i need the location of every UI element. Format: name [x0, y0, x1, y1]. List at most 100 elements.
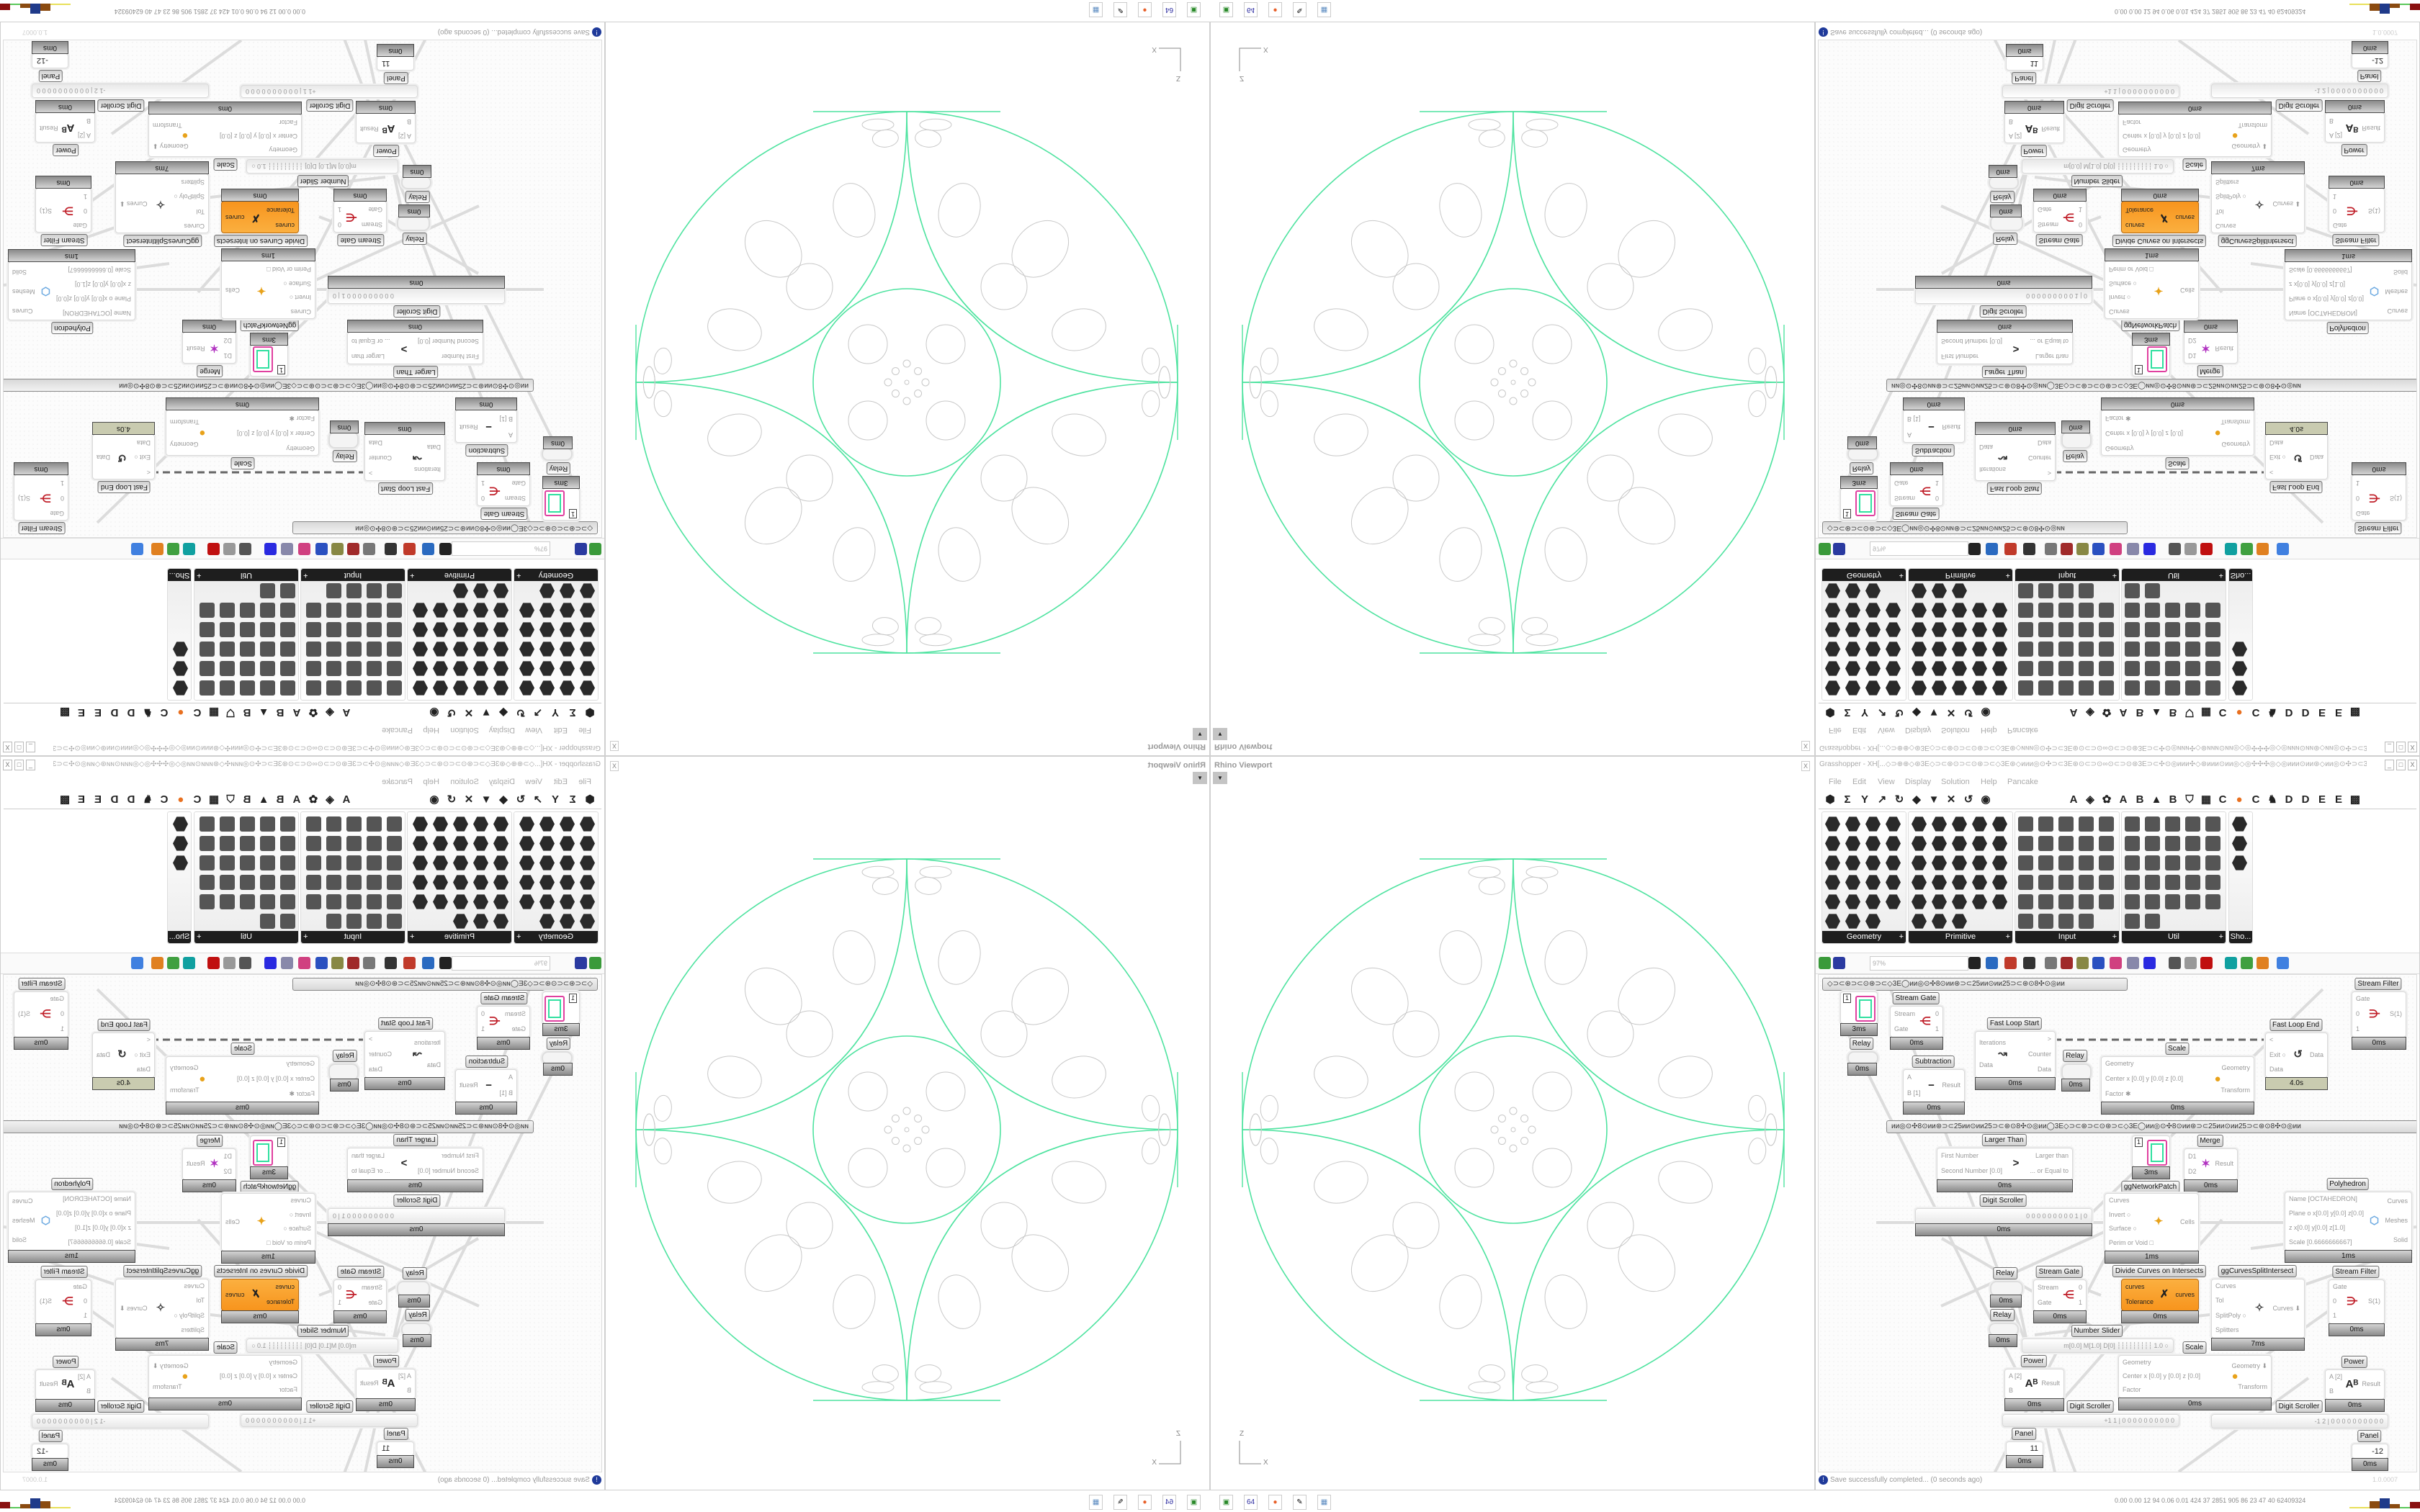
grasshopper-canvas[interactable]: ◇⊃⊂⊛⊃⊂⊙⊛⊃⊂◇3E◯ᴎᴎ◎⊙✣8⊙ᴎᴎ⊛⊃⊂25ᴎᴎ⊙ᴎᴎ25⊃⊂⊛⊙8… — [1818, 974, 2417, 1472]
component-icon[interactable] — [473, 836, 488, 851]
input-param[interactable]: Geometry — [269, 1358, 297, 1366]
component-icon[interactable] — [1912, 661, 1927, 676]
preview-eye-icon[interactable] — [1986, 957, 1998, 969]
component-icon[interactable] — [326, 875, 341, 890]
scale-label[interactable]: Scale — [213, 1341, 238, 1354]
component-icon[interactable] — [2125, 875, 2140, 890]
input-param[interactable]: A — [508, 1074, 513, 1081]
input-param[interactable]: Gate — [511, 480, 526, 487]
output-param[interactable]: Result — [187, 345, 205, 352]
digit-scroller-label[interactable]: Digit Scroller — [393, 305, 441, 318]
output-param[interactable]: Result — [2362, 1380, 2380, 1387]
component-icon[interactable] — [220, 816, 235, 832]
menu-help[interactable]: Help — [1981, 778, 1997, 786]
tab-a2[interactable]: A — [292, 793, 301, 806]
component-icon[interactable] — [260, 855, 275, 870]
component-icon[interactable] — [326, 661, 341, 676]
relay-label[interactable]: Relay — [1849, 1038, 1874, 1050]
component-icon[interactable] — [1825, 603, 1840, 618]
component-icon[interactable] — [260, 642, 275, 657]
component-icon[interactable] — [2018, 583, 2033, 598]
calculator-icon[interactable]: ▦ — [1317, 2, 1331, 17]
input-param[interactable]: Center x [0.0] y [0.0] z [0.0] — [2105, 430, 2184, 437]
output-param[interactable]: Larger than — [351, 353, 385, 361]
input-param[interactable]: Factor — [2123, 1386, 2141, 1394]
close-button[interactable]: X — [3, 760, 12, 770]
component-icon[interactable] — [473, 855, 488, 870]
component-icon[interactable] — [220, 855, 235, 870]
cells-component[interactable]: 1 — [542, 991, 580, 1024]
component-icon[interactable] — [2232, 642, 2247, 657]
component-icon[interactable] — [1825, 622, 1840, 637]
panel-label[interactable]: Sho... — [168, 569, 191, 581]
component-icon[interactable] — [1972, 855, 1987, 870]
component-icon[interactable] — [1865, 836, 1881, 851]
panel-value[interactable]: -12 — [37, 56, 48, 66]
power-component[interactable]: A [2] B Result Aᴮ — [356, 113, 416, 143]
component-icon[interactable] — [200, 642, 215, 657]
component-icon[interactable] — [580, 894, 595, 909]
floppy-64-icon[interactable]: 64 — [1162, 2, 1176, 17]
input-param[interactable]: B — [2329, 117, 2334, 125]
component-icon[interactable] — [433, 816, 448, 832]
digit-scroller-label[interactable]: Digit Scroller — [2066, 99, 2114, 112]
output-param[interactable]: 0 — [1935, 1009, 1939, 1017]
component-icon[interactable] — [1845, 836, 1860, 851]
output-param[interactable]: 0 — [1935, 495, 1939, 503]
close-button[interactable]: X — [2408, 760, 2417, 770]
new-file-icon[interactable] — [1819, 957, 1831, 969]
component-icon[interactable] — [539, 836, 555, 851]
component-icon[interactable] — [453, 583, 468, 598]
cells-component[interactable]: Curves Invert ○ Surface ○ Perim or Void □ Ce… — [221, 261, 315, 319]
component-icon[interactable] — [493, 816, 508, 832]
component-icon[interactable] — [1972, 816, 1987, 832]
input-param[interactable]: < — [146, 468, 151, 476]
output-param[interactable]: ... or Equal to — [2030, 1167, 2069, 1175]
digit-scroller-label[interactable]: Digit Scroller — [1979, 305, 2027, 318]
input-param[interactable]: Gate — [1894, 480, 1909, 487]
menu-help[interactable]: Help — [423, 778, 439, 786]
component-icon[interactable] — [367, 603, 382, 618]
leaf-tab[interactable]: ◈ — [2086, 706, 2094, 719]
transform-tab[interactable]: ↺ — [1963, 793, 1973, 806]
rhino-launcher-icon[interactable]: ▣ — [1187, 2, 1201, 17]
scale-component[interactable]: Geometry Center x [0.0] y [0.0] z [0.0] Fa… — [148, 1355, 302, 1398]
panel-label[interactable]: Primitive + — [408, 931, 511, 943]
component-icon[interactable] — [280, 914, 295, 929]
component-icon[interactable] — [413, 661, 428, 676]
ggcurvessplitintersect-component[interactable]: Curves Tol SplitPoly ○ Splitters Curves ⬇ ✧ — [115, 174, 209, 233]
component-icon[interactable] — [453, 836, 468, 851]
menu-file[interactable]: File — [578, 778, 591, 786]
polyhedron-component[interactable]: Name [OCTAHEDRON] Plane o x[0.0] y[0.0] z… — [8, 1192, 135, 1251]
output-param[interactable]: Data — [2309, 1050, 2323, 1058]
component-icon[interactable] — [1845, 583, 1860, 598]
component-icon[interactable] — [280, 816, 295, 832]
component-icon[interactable] — [560, 622, 575, 637]
relay-label[interactable]: Relay — [1990, 1309, 2015, 1321]
input-param[interactable]: B [1] — [1907, 1089, 1921, 1097]
component-icon[interactable] — [453, 875, 468, 890]
output-param[interactable]: Solid — [12, 269, 27, 276]
component-icon[interactable] — [2058, 661, 2074, 676]
display-tab[interactable]: ◉ — [429, 706, 439, 719]
input-param[interactable]: Tol — [196, 1297, 205, 1305]
component-icon[interactable] — [280, 680, 295, 696]
component-icon[interactable] — [240, 661, 255, 676]
maths-tab[interactable]: Σ — [1844, 706, 1851, 719]
panel-component[interactable]: -12 — [32, 53, 68, 68]
component-icon[interactable] — [1992, 894, 2007, 909]
component-icon[interactable] — [1886, 603, 1901, 618]
orange-tab[interactable]: ● — [177, 706, 184, 719]
component-icon[interactable] — [560, 642, 575, 657]
input-param[interactable]: Stream — [2038, 221, 2059, 229]
component-icon[interactable] — [260, 661, 275, 676]
minimize-button[interactable]: _ — [2385, 760, 2394, 770]
firefox-icon[interactable]: ● — [1138, 1495, 1152, 1510]
tab-e2[interactable]: E — [2334, 706, 2342, 719]
component-icon[interactable] — [519, 894, 534, 909]
component-icon[interactable] — [240, 680, 255, 696]
panel-component[interactable]: 11 — [2006, 56, 2043, 71]
menu-solution[interactable]: Solution — [450, 726, 479, 734]
panel-component[interactable]: -12 — [2352, 53, 2388, 68]
cells-component[interactable]: Curves Invert ○ Surface ○ Perim or Void □ Ce… — [2105, 1193, 2199, 1251]
